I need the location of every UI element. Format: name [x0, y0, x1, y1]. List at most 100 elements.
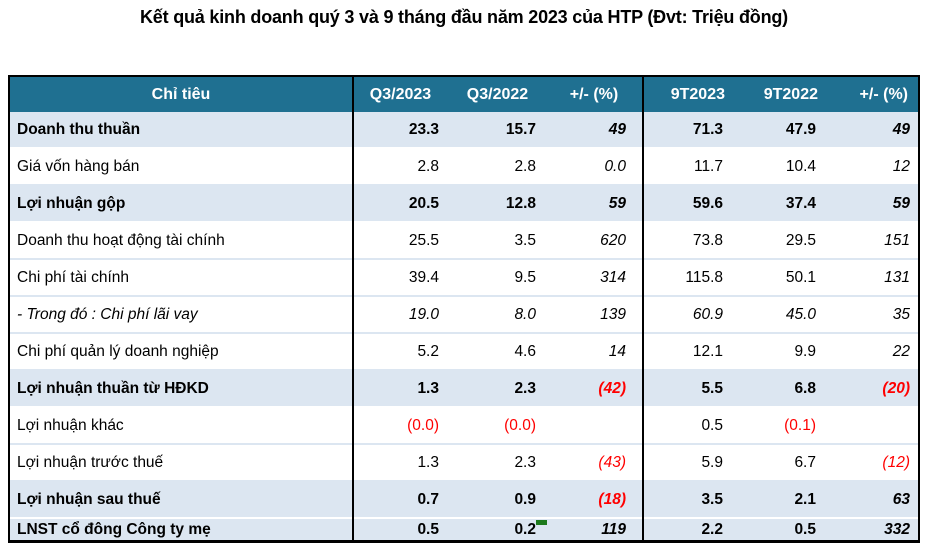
cell-value: [828, 407, 918, 445]
financial-table: Chỉ tiêu Q3/2023 Q3/2022 +/- (%) 9T2023 …: [10, 77, 918, 540]
column-header-pct-9t: +/- (%): [828, 77, 918, 112]
cell-value: 2.8: [449, 148, 546, 186]
cell-value: 59.6: [642, 185, 735, 223]
table-row: LNST cổ đông Công ty mẹ 0.5 0.2 119 2.2 0.5 33…: [10, 518, 918, 540]
cell-value: 59: [828, 185, 918, 223]
cell-value: 115.8: [642, 259, 735, 297]
cell-value: 2.1: [735, 481, 828, 519]
column-header-chi-tieu: Chỉ tiêu: [10, 77, 352, 112]
column-header-pct-q3: +/- (%): [546, 77, 642, 112]
header-row: Chỉ tiêu Q3/2023 Q3/2022 +/- (%) 9T2023 …: [10, 77, 918, 112]
cell-value: 151: [828, 222, 918, 260]
table-row: Giá vốn hàng bán 2.8 2.8 0.0 11.7 10.4 12: [10, 148, 918, 186]
cell-value: 2.2: [642, 518, 735, 540]
column-header-q3-2023: Q3/2023: [352, 77, 449, 112]
row-label: Lợi nhuận sau thuế: [10, 481, 352, 519]
cell-value: 0.0: [546, 148, 642, 186]
cell-value: 6.8: [735, 370, 828, 408]
row-label: Chi phí quản lý doanh nghiệp: [10, 333, 352, 371]
table-row: Lợi nhuận thuần từ HĐKD 1.3 2.3 (42) 5.5 6.8(…: [10, 370, 918, 408]
cell-value: 0.5: [352, 518, 449, 540]
table-body: Doanh thu thuần 23.3 15.7 49 71.3 47.9 49 Giá v…: [10, 112, 918, 540]
cell-value: 59: [546, 185, 642, 223]
cell-value: 9.9: [735, 333, 828, 371]
table-row: - Trong đó : Chi phí lãi vay 19.0 8.0 139 60…: [10, 296, 918, 334]
cell-value: (0.0): [352, 407, 449, 445]
cell-value: 11.7: [642, 148, 735, 186]
table-row: Doanh thu thuần 23.3 15.7 49 71.3 47.9 49: [10, 112, 918, 149]
cell-value: 19.0: [352, 296, 449, 334]
cell-value: 0.5: [735, 518, 828, 540]
cell-value: (20): [828, 370, 918, 408]
table-row: Doanh thu hoạt động tài chính 25.5 3.5 620 7…: [10, 222, 918, 260]
cell-value: 10.4: [735, 148, 828, 186]
cell-value: 0.9: [449, 481, 546, 519]
table-row: Lợi nhuận gộp 20.5 12.8 59 59.6 37.4 59: [10, 185, 918, 223]
cell-value: 4.6: [449, 333, 546, 371]
cell-value: (42): [546, 370, 642, 408]
cell-value: (18): [546, 481, 642, 519]
cell-value: 45.0: [735, 296, 828, 334]
cell-value: 71.3: [642, 112, 735, 149]
cell-value: (0.0): [449, 407, 546, 445]
report-title: Kết quả kinh doanh quý 3 và 9 tháng đầu …: [140, 7, 788, 27]
row-label: Lợi nhuận khác: [10, 407, 352, 445]
cell-value: 5.5: [642, 370, 735, 408]
cell-value: 1.3: [352, 370, 449, 408]
column-header-9t2023: 9T2023: [642, 77, 735, 112]
cell-value: 620: [546, 222, 642, 260]
row-label: Doanh thu thuần: [10, 112, 352, 149]
cell-value: 314: [546, 259, 642, 297]
row-label: Lợi nhuận trước thuế: [10, 444, 352, 482]
cell-value: [546, 407, 642, 445]
column-group-divider-1: [352, 77, 354, 540]
cell-value: 5.2: [352, 333, 449, 371]
cell-value: 12.8: [449, 185, 546, 223]
cell-value: 2.3: [449, 444, 546, 482]
cell-value: 0.7: [352, 481, 449, 519]
cell-value: 8.0: [449, 296, 546, 334]
cell-value: 12: [828, 148, 918, 186]
cell-value: 22: [828, 333, 918, 371]
cell-value: 73.8: [642, 222, 735, 260]
cell-value: 60.9: [642, 296, 735, 334]
cell-value: (0.1): [735, 407, 828, 445]
cell-value: 332: [828, 518, 918, 540]
column-header-q3-2022: Q3/2022: [449, 77, 546, 112]
table-row: Chi phí tài chính 39.4 9.5 314 115.8 50.1 131: [10, 259, 918, 297]
cell-value: 47.9: [735, 112, 828, 149]
results-table: Chỉ tiêu Q3/2023 Q3/2022 +/- (%) 9T2023 …: [8, 75, 920, 543]
row-label: Doanh thu hoạt động tài chính: [10, 222, 352, 260]
cell-value: 49: [546, 112, 642, 149]
table-row: Lợi nhuận trước thuế 1.3 2.3 (43) 5.9 6.7 (12): [10, 444, 918, 482]
cell-value: 39.4: [352, 259, 449, 297]
cell-value: 0.2: [449, 518, 546, 540]
column-group-divider-2: [642, 77, 644, 540]
cell-value: 139: [546, 296, 642, 334]
row-label: Lợi nhuận gộp: [10, 185, 352, 223]
cell-value: 131: [828, 259, 918, 297]
cell-value: 15.7: [449, 112, 546, 149]
cell-value: 37.4: [735, 185, 828, 223]
cell-value: 35: [828, 296, 918, 334]
cell-value: 0.5: [642, 407, 735, 445]
row-label: - Trong đó : Chi phí lãi vay: [10, 296, 352, 334]
table-row: Lợi nhuận khác (0.0) (0.0) 0.5 (0.1): [10, 407, 918, 445]
cell-value: 3.5: [449, 222, 546, 260]
cell-value: 119: [546, 518, 642, 540]
row-label: LNST cổ đông Công ty mẹ: [10, 518, 352, 540]
cell-value: 29.5: [735, 222, 828, 260]
cell-value: 1.3: [352, 444, 449, 482]
cell-value: 12.1: [642, 333, 735, 371]
cell-value: 2.3: [449, 370, 546, 408]
cell-value: (12): [828, 444, 918, 482]
row-label: Lợi nhuận thuần từ HĐKD: [10, 370, 352, 408]
cell-value: 49: [828, 112, 918, 149]
green-marker: [536, 520, 547, 525]
cell-value: 14: [546, 333, 642, 371]
row-label: Giá vốn hàng bán: [10, 148, 352, 186]
cell-value: 2.8: [352, 148, 449, 186]
table-row: Lợi nhuận sau thuế 0.7 0.9 (18) 3.5 2.1 63: [10, 481, 918, 519]
cell-value: 5.9: [642, 444, 735, 482]
cell-value: 9.5: [449, 259, 546, 297]
